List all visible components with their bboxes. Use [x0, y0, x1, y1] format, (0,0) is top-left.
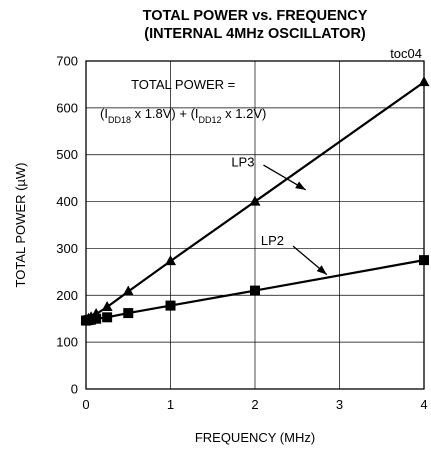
y-tick-label: 500 — [56, 147, 78, 162]
formula-part-c: x 1.2V) — [222, 106, 267, 121]
x-axis-label: FREQUENCY (MHz) — [195, 430, 315, 445]
formula-line-1: TOTAL POWER = — [131, 77, 235, 92]
data-point-lp3 — [101, 301, 113, 311]
formula-box: TOTAL POWER = (IDD18 x 1.8V) + (IDD12 x … — [100, 77, 266, 125]
data-point-lp2 — [91, 313, 102, 324]
y-tick-label: 700 — [56, 54, 78, 69]
data-point-lp3 — [122, 285, 134, 296]
arrow-lp3-head — [295, 181, 306, 190]
data-point-lp2 — [102, 312, 113, 323]
data-point-lp2 — [250, 285, 260, 296]
series-label-lp3: LP3 — [231, 154, 254, 169]
formula-line-2: (IDD18 x 1.8V) + (IDD12 x 1.2V) — [100, 106, 266, 125]
data-point-lp2 — [86, 314, 97, 325]
arrow-lp2-head — [316, 265, 327, 275]
y-tick-label: 400 — [56, 194, 78, 209]
x-tick-label: 1 — [167, 397, 174, 412]
x-tick-label: 0 — [82, 397, 89, 412]
series-layer — [80, 76, 430, 326]
y-tick-label: 200 — [56, 288, 78, 303]
data-point-lp3 — [418, 76, 430, 87]
chart-title: TOTAL POWER vs. FREQUENCY — [142, 8, 368, 24]
y-axis-label: TOTAL POWER (µW) — [13, 163, 28, 288]
y-tick-label: 300 — [56, 241, 78, 256]
chart-subtitle: (INTERNAL 4MHz OSCILLATOR) — [144, 26, 366, 42]
x-tick-label: 2 — [251, 397, 258, 412]
data-point-lp2 — [123, 308, 134, 319]
data-point-lp3 — [165, 255, 176, 266]
formula-sub-a: DD18 — [108, 115, 131, 125]
series-pointer-arrows — [263, 164, 328, 276]
x-tick-label: 4 — [420, 397, 427, 412]
data-point-lp2 — [165, 300, 176, 311]
series-label-lp2: LP2 — [261, 233, 284, 248]
y-tick-label: 100 — [56, 335, 78, 350]
formula-sub-b: DD12 — [199, 115, 222, 125]
data-point-lp3 — [249, 195, 261, 206]
x-tick-label: 3 — [336, 397, 343, 412]
y-tick-label: 0 — [71, 382, 78, 397]
plot-frame — [85, 60, 425, 390]
y-tick-label: 600 — [56, 100, 78, 115]
y-tick-labels: 0 100 200 300 400 500 600 700 — [56, 54, 78, 397]
figure-tag: toc04 — [390, 46, 422, 61]
formula-part-a: (I — [100, 106, 108, 121]
x-tick-labels: 0 1 2 3 4 — [82, 397, 427, 412]
formula-part-b: x 1.8V) + (I — [131, 106, 199, 121]
data-point-lp2 — [419, 255, 429, 266]
